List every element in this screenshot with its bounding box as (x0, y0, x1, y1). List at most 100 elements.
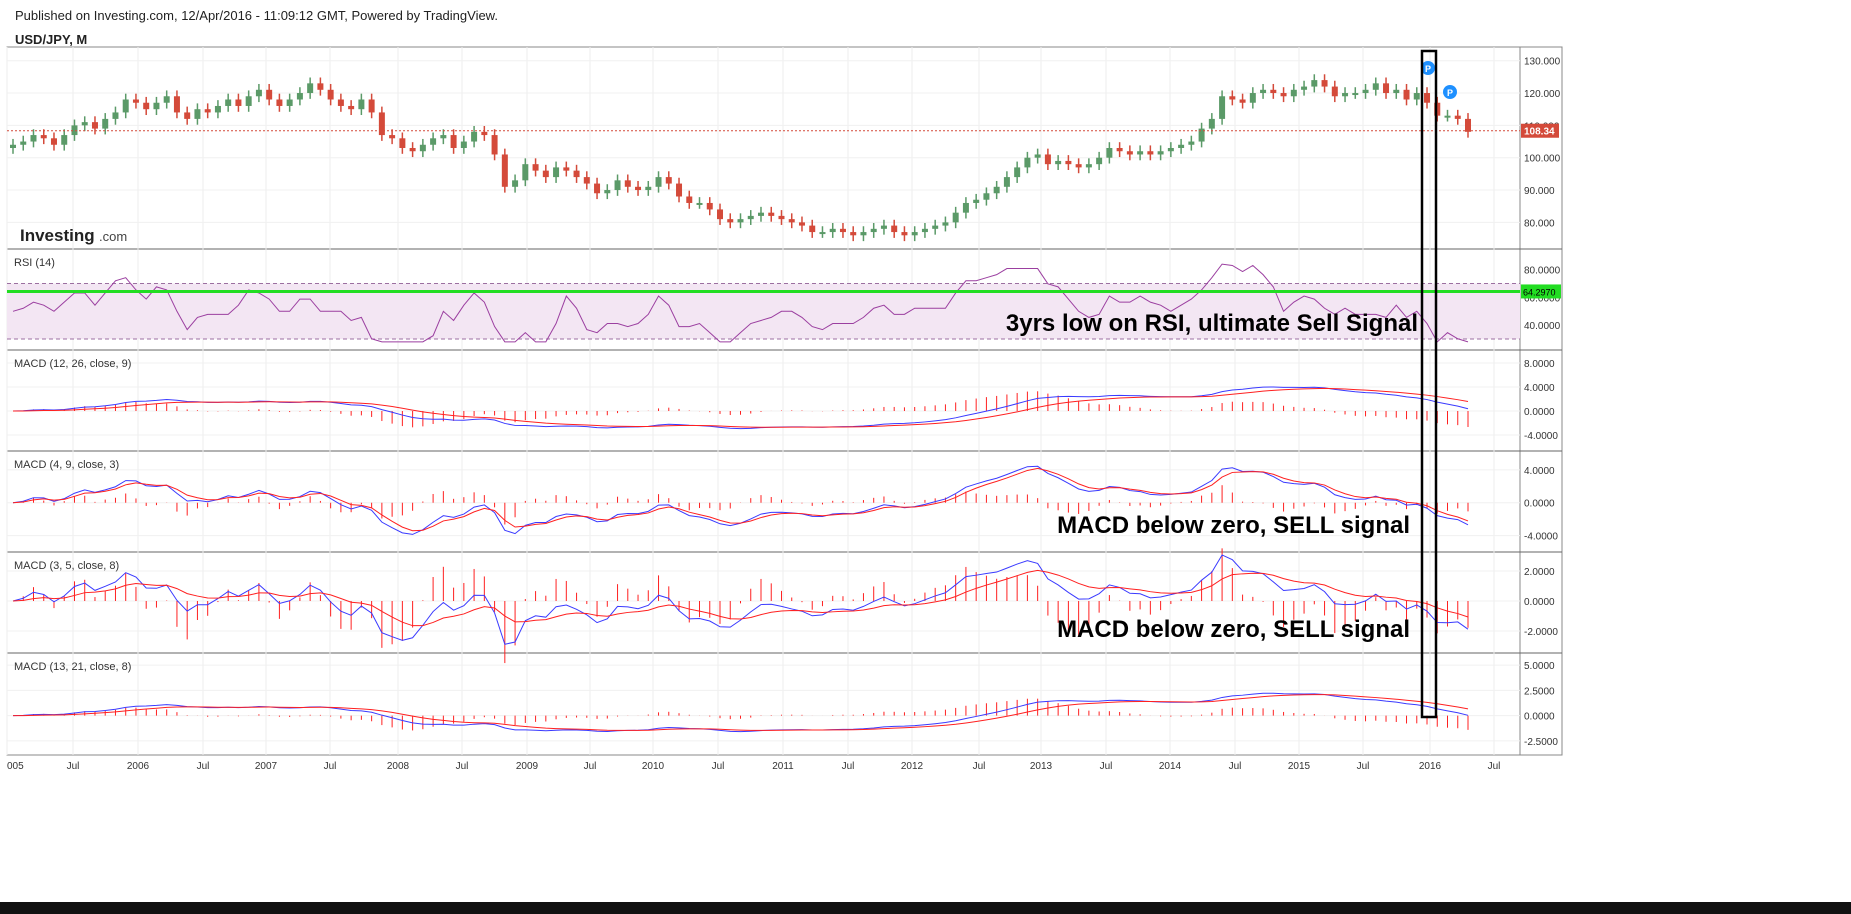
candle-body (430, 138, 437, 145)
x-tick-label: 2013 (1030, 761, 1053, 772)
candle-body (71, 125, 78, 136)
x-tick-label: 2009 (516, 761, 539, 772)
candle-body (450, 135, 457, 148)
candle-body (317, 83, 324, 90)
candle-body (1280, 93, 1287, 97)
candle-body (1055, 160, 1062, 165)
candle-body (932, 225, 939, 229)
candle-body (481, 131, 488, 136)
candle-body (1014, 167, 1021, 178)
candle-body (1249, 93, 1256, 103)
y-tick-label: 90.000 (1524, 186, 1555, 197)
macd-title: MACD (12, 26, close, 9) (14, 358, 131, 370)
candle-body (1116, 148, 1123, 152)
candle-body (389, 135, 396, 139)
candle-body (194, 109, 201, 119)
candle-body (399, 138, 406, 148)
candle-body (573, 170, 580, 178)
macd-line (12, 692, 1469, 733)
candle-body (1383, 83, 1390, 94)
y-tick-label: 8.0000 (1524, 359, 1555, 370)
macd-title: MACD (13, 21, close, 8) (14, 661, 131, 673)
candle-body (1331, 86, 1338, 97)
x-tick-label: Jul (67, 761, 80, 772)
candle-body (491, 135, 498, 155)
candle-body (1157, 151, 1164, 155)
y-tick-label: -2.5000 (1524, 737, 1558, 748)
y-tick-label: 2.0000 (1524, 567, 1555, 578)
candle-body (829, 228, 836, 233)
candle-body (1321, 80, 1328, 87)
candle-body (1208, 118, 1215, 129)
x-tick-label: 2010 (642, 761, 665, 772)
candle-body (1465, 118, 1471, 132)
candle-body (983, 193, 990, 200)
candle-body (512, 180, 519, 187)
rsi-annotation: 3yrs low on RSI, ultimate Sell Signal (1006, 310, 1418, 337)
candle-body (522, 164, 529, 181)
candle-body (460, 141, 467, 148)
published-header: Published on Investing.com, 12/Apr/2016 … (15, 8, 498, 23)
candle-body (665, 177, 672, 184)
candle-body (1106, 148, 1113, 158)
candle-body (440, 135, 447, 139)
candle-body (1444, 115, 1451, 118)
x-tick-label: 2008 (387, 761, 410, 772)
signal-line (12, 387, 1469, 428)
candle-body (1137, 151, 1144, 155)
candle-body (788, 219, 795, 223)
candle-body (1342, 93, 1349, 97)
candle-body (1301, 86, 1308, 90)
candle-body (143, 102, 150, 110)
rsi-title: RSI (14) (14, 257, 55, 269)
candle-body (962, 202, 969, 213)
y-tick-label: 100.000 (1524, 154, 1561, 165)
candle-body (214, 105, 221, 113)
candle-body (1065, 160, 1072, 165)
candle-body (1270, 89, 1277, 94)
candle-body (594, 183, 601, 194)
candle-body (911, 232, 918, 236)
candle-body (153, 102, 160, 110)
candle-body (501, 154, 508, 187)
candle-body (850, 232, 857, 236)
x-tick-label: 2011 (772, 761, 794, 772)
x-tick-label: Jul (197, 761, 210, 772)
candle-body (973, 199, 980, 203)
candle-body (1147, 151, 1154, 155)
y-tick-label: 2.5000 (1524, 686, 1555, 697)
candle-body (1024, 157, 1031, 168)
candle-body (604, 190, 611, 194)
candle-body (839, 228, 846, 233)
candle-body (542, 170, 549, 178)
candle-body (778, 215, 785, 220)
candle-body (132, 99, 139, 103)
candle-body (635, 186, 642, 191)
candle-body (645, 186, 652, 191)
candle-body (122, 99, 129, 113)
highlight-box (1420, 49, 1438, 719)
candle-body (553, 167, 560, 178)
candle-body (1178, 144, 1185, 148)
y-tick-label: 0.0000 (1524, 597, 1555, 608)
y-tick-label: -4.0000 (1524, 431, 1558, 442)
candle-body (1085, 164, 1092, 168)
candle-body (747, 215, 754, 220)
x-tick-label: Jul (1488, 761, 1501, 772)
y-tick-label: 5.0000 (1524, 661, 1555, 672)
candle-body (860, 232, 867, 236)
candle-body (112, 112, 119, 119)
y-tick-label: 4.0000 (1524, 383, 1555, 394)
candle-body (901, 232, 908, 236)
candle-body (1311, 80, 1318, 87)
candle-body (614, 180, 621, 191)
investing-logo-suffix: .com (99, 229, 127, 244)
y-tick-label: 0.0000 (1524, 712, 1555, 723)
pivot-marker-label: P (1425, 64, 1431, 74)
candle-body (235, 99, 242, 106)
y-tick-label: 80.000 (1524, 218, 1555, 229)
x-tick-label: Jul (1357, 761, 1370, 772)
candle-body (471, 131, 478, 142)
candle-body (91, 122, 98, 129)
